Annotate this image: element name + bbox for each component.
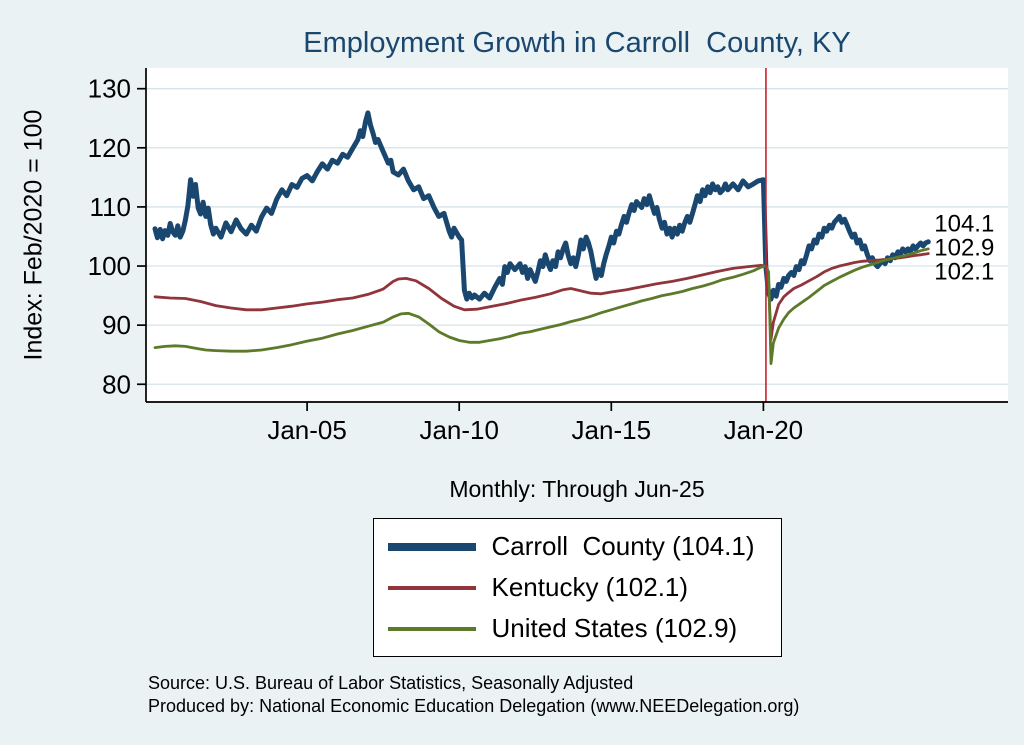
- legend-item: Carroll County (104.1): [387, 527, 755, 566]
- plot-area: [146, 68, 1008, 402]
- y-tick-label: 110: [90, 192, 131, 222]
- y-tick-label: 130: [88, 74, 131, 104]
- x-tick-label: Jan-10: [419, 415, 499, 445]
- legend: Carroll County (104.1) Kentucky (102.1) …: [372, 518, 782, 657]
- series-end-value-label: 102.9: [934, 235, 994, 262]
- legend-line-swatch-united-states: [387, 626, 476, 631]
- legend-line-swatch-kentucky: [387, 585, 476, 590]
- source-notes: Source: U.S. Bureau of Labor Statistics,…: [148, 672, 799, 718]
- series-carroll-county: [152, 110, 931, 302]
- legend-item-label: Carroll County (104.1): [491, 531, 755, 561]
- produced-by-note: Produced by: National Economic Education…: [148, 696, 800, 716]
- y-tick-label: 90: [102, 310, 131, 340]
- legend-item-label: Kentucky (102.1): [491, 572, 689, 602]
- y-tick-label: 100: [88, 251, 131, 281]
- series-united-states: [153, 247, 930, 366]
- source-note: Source: U.S. Bureau of Labor Statistics,…: [148, 673, 634, 693]
- y-tick-label: 120: [88, 133, 131, 163]
- chart-subtitle: Monthly: Through Jun-25: [449, 476, 705, 502]
- x-tick-label: Jan-05: [267, 415, 347, 445]
- legend-item: Kentucky (102.1): [387, 568, 755, 607]
- line-chart: 80 90 100 110 120 130 Jan-05 Jan-10 Jan-15 Jan-20…: [88, 68, 1008, 445]
- legend-item-label: United States (102.9): [491, 613, 738, 643]
- x-tick-label: Jan-15: [572, 415, 652, 445]
- legend-wrap: Carroll County (104.1) Kentucky (102.1) …: [146, 518, 1008, 657]
- chart-title: Employment Growth in Carroll County, KY: [303, 27, 851, 59]
- y-tick-label: 80: [102, 369, 131, 399]
- legend-item: United States (102.9): [387, 609, 755, 648]
- series-kentucky: [153, 252, 930, 341]
- legend-line-swatch-carroll: [387, 542, 476, 551]
- series-end-value-label: 104.1: [934, 211, 994, 238]
- series-end-value-label: 102.1: [934, 259, 994, 286]
- x-tick-label: Jan-20: [724, 415, 804, 445]
